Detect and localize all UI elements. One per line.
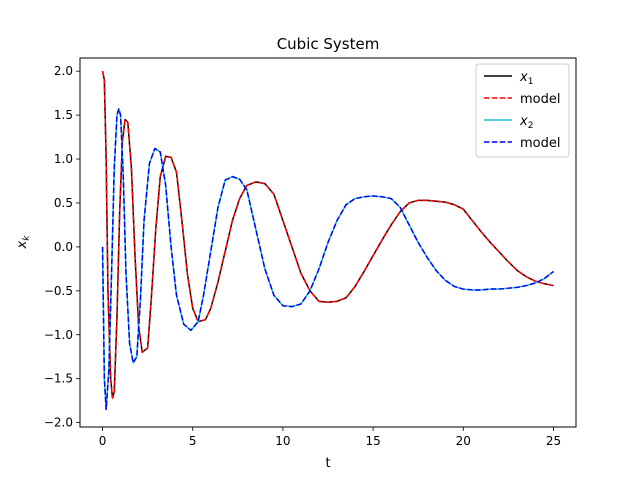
plot-frame	[79, 57, 577, 428]
y-tick-label: −0.5	[44, 284, 73, 298]
legend: x1 model x2 model	[475, 63, 570, 158]
x-tick-label: 5	[189, 434, 197, 448]
series-line-1	[101, 71, 554, 399]
y-axis-label-sub: k	[22, 235, 32, 241]
legend-label-2: x2	[519, 114, 533, 131]
y-axis-label: xk	[15, 235, 32, 250]
x-tick-label: 10	[275, 434, 290, 448]
y-axis-label-main: x	[15, 240, 30, 249]
x-tick-label: 0	[99, 434, 107, 448]
legend-label-1: model	[520, 92, 560, 107]
series-layer	[101, 71, 554, 411]
y-tick-label: −2.0	[44, 416, 73, 430]
y-tick-label: −1.5	[44, 372, 73, 386]
y-tick-label: 2.0	[54, 64, 73, 78]
legend-box	[475, 63, 570, 158]
y-axis: −2.0 −1.5 −1.0 −0.5 0.0 0.5 1.0 1.5 2.0	[44, 64, 80, 430]
legend-label-3: model	[520, 136, 560, 151]
x-tick-label: 25	[546, 434, 561, 448]
y-tick-label: −1.0	[44, 328, 73, 342]
y-tick-label: 0.0	[54, 240, 73, 254]
x-tick-label: 20	[456, 434, 471, 448]
y-tick-label: 1.5	[54, 108, 73, 122]
x-axis-label: t	[325, 456, 330, 471]
series-line-3	[101, 108, 554, 411]
legend-label-0: x1	[519, 70, 533, 87]
y-tick-label: 1.0	[54, 152, 73, 166]
x-axis: 0 5 10 15 20 25	[99, 427, 561, 448]
chart-title: Cubic System	[277, 35, 380, 53]
x-tick-label: 15	[365, 434, 380, 448]
y-tick-label: 0.5	[54, 196, 73, 210]
